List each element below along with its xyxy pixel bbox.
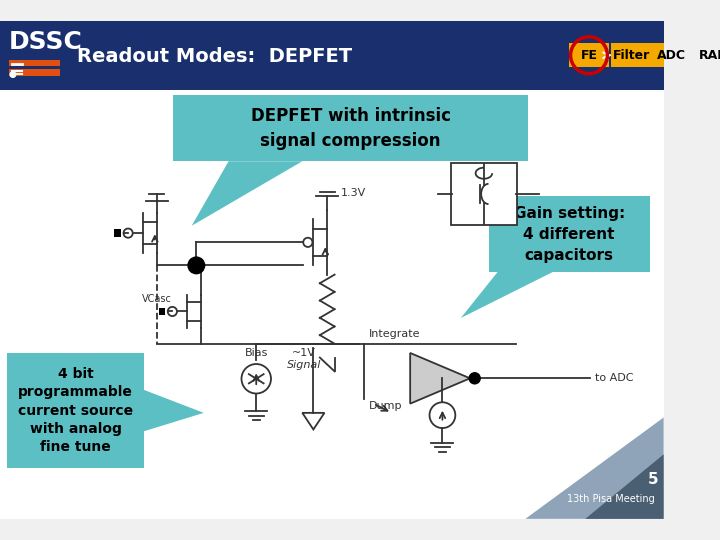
FancyBboxPatch shape bbox=[652, 43, 692, 67]
Text: 13th Pisa Meeting: 13th Pisa Meeting bbox=[567, 494, 654, 504]
Circle shape bbox=[188, 257, 204, 274]
FancyBboxPatch shape bbox=[114, 230, 121, 237]
FancyBboxPatch shape bbox=[9, 69, 60, 76]
Text: FE: FE bbox=[580, 49, 598, 62]
Polygon shape bbox=[461, 272, 553, 318]
Text: to ADC: to ADC bbox=[595, 373, 633, 383]
Text: VCasc: VCasc bbox=[142, 294, 171, 304]
Text: Signal: Signal bbox=[287, 360, 321, 370]
Text: 4 bit
programmable
current source
with analog
fine tune: 4 bit programmable current source with a… bbox=[18, 367, 133, 454]
Text: ADC: ADC bbox=[657, 49, 686, 62]
FancyBboxPatch shape bbox=[7, 353, 144, 468]
Text: Bias: Bias bbox=[245, 348, 268, 359]
FancyBboxPatch shape bbox=[158, 308, 165, 315]
Polygon shape bbox=[585, 454, 664, 519]
Text: DSSC: DSSC bbox=[9, 30, 83, 55]
Text: DEPFET with intrinsic
signal compression: DEPFET with intrinsic signal compression bbox=[251, 106, 451, 150]
Text: Gain setting:
4 different
capacitors: Gain setting: 4 different capacitors bbox=[513, 206, 625, 262]
Text: ~1V: ~1V bbox=[292, 348, 316, 359]
Polygon shape bbox=[302, 413, 325, 429]
FancyBboxPatch shape bbox=[451, 163, 517, 225]
Text: 1.3V: 1.3V bbox=[341, 188, 366, 199]
Text: Filter: Filter bbox=[613, 49, 650, 62]
Text: 5: 5 bbox=[647, 472, 658, 487]
FancyBboxPatch shape bbox=[0, 21, 664, 90]
FancyBboxPatch shape bbox=[0, 90, 664, 519]
FancyBboxPatch shape bbox=[488, 196, 650, 272]
Circle shape bbox=[469, 373, 480, 384]
Polygon shape bbox=[526, 417, 664, 519]
FancyBboxPatch shape bbox=[9, 60, 60, 66]
Polygon shape bbox=[144, 390, 204, 431]
FancyBboxPatch shape bbox=[694, 43, 720, 67]
FancyBboxPatch shape bbox=[174, 95, 528, 161]
Text: Dump: Dump bbox=[369, 401, 402, 411]
Text: Readout Modes:  DEPFET: Readout Modes: DEPFET bbox=[76, 46, 351, 66]
Polygon shape bbox=[410, 353, 470, 403]
FancyBboxPatch shape bbox=[569, 43, 609, 67]
Circle shape bbox=[10, 72, 16, 77]
Text: RAM: RAM bbox=[698, 49, 720, 62]
Text: Integrate: Integrate bbox=[369, 329, 420, 339]
FancyBboxPatch shape bbox=[611, 43, 652, 67]
Polygon shape bbox=[192, 161, 302, 226]
